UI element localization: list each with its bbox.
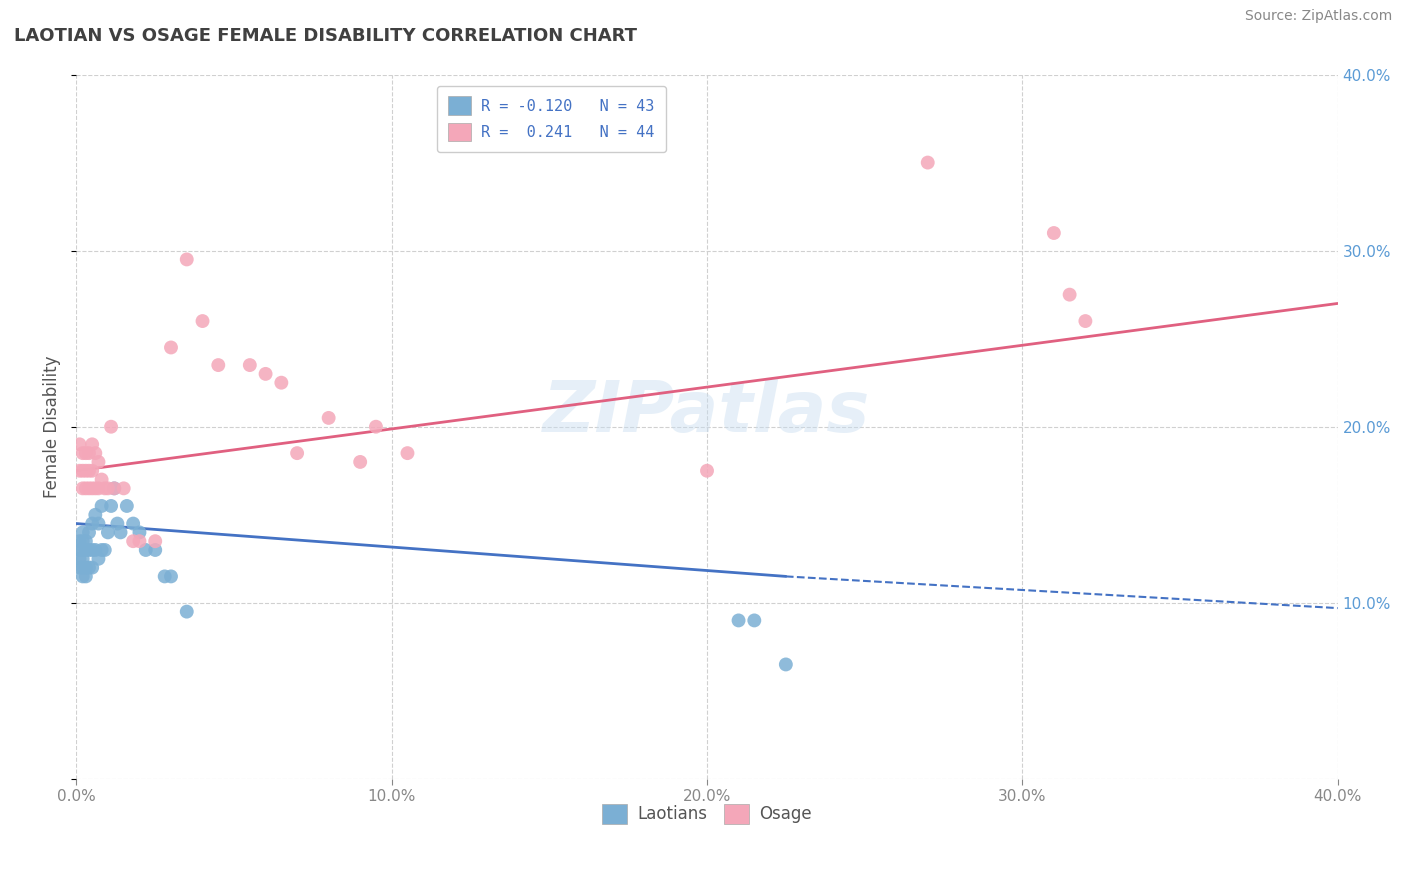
Point: [97, 525, 120, 540]
Point: [128, 525, 150, 540]
Point: [82, 464, 104, 478]
Point: [775, 657, 797, 672]
Point: [94, 481, 117, 495]
Point: [97, 481, 120, 495]
Point: [90, 473, 112, 487]
Point: [112, 481, 135, 495]
Point: [75, 481, 97, 495]
Point: [75, 560, 97, 574]
Point: [110, 525, 132, 540]
Point: [75, 464, 97, 478]
Point: [87, 481, 110, 495]
Point: [84, 508, 107, 522]
Point: [69, 551, 91, 566]
Text: ZIPatlas: ZIPatlas: [543, 378, 870, 447]
Point: [77, 464, 100, 478]
Point: [917, 155, 939, 169]
Point: [143, 534, 166, 549]
Point: [82, 560, 104, 574]
Point: [1043, 226, 1066, 240]
Point: [75, 569, 97, 583]
Point: [72, 481, 94, 495]
Point: [69, 560, 91, 574]
Point: [82, 516, 104, 531]
Point: [135, 543, 157, 558]
Y-axis label: Female Disability: Female Disability: [44, 356, 60, 498]
Point: [77, 560, 100, 574]
Point: [100, 499, 122, 513]
Point: [77, 543, 100, 558]
Point: [239, 358, 262, 372]
Point: [75, 446, 97, 460]
Point: [69, 543, 91, 558]
Point: [160, 341, 183, 355]
Point: [105, 516, 128, 531]
Point: [75, 543, 97, 558]
Point: [72, 551, 94, 566]
Point: [254, 367, 277, 381]
Point: [77, 525, 100, 540]
Point: [1059, 287, 1081, 301]
Point: [75, 534, 97, 549]
Point: [77, 446, 100, 460]
Point: [72, 543, 94, 558]
Point: [696, 464, 718, 478]
Point: [100, 419, 122, 434]
Point: [87, 455, 110, 469]
Point: [84, 481, 107, 495]
Point: [176, 252, 198, 267]
Point: [160, 569, 183, 583]
Point: [396, 446, 419, 460]
Text: Source: ZipAtlas.com: Source: ZipAtlas.com: [1244, 9, 1392, 23]
Point: [207, 358, 229, 372]
Point: [727, 614, 749, 628]
Point: [72, 446, 94, 460]
Point: [87, 516, 110, 531]
Point: [82, 437, 104, 451]
Point: [77, 481, 100, 495]
Point: [72, 525, 94, 540]
Point: [69, 534, 91, 549]
Point: [90, 543, 112, 558]
Point: [191, 314, 214, 328]
Point: [90, 499, 112, 513]
Point: [742, 614, 765, 628]
Point: [364, 419, 387, 434]
Point: [82, 481, 104, 495]
Point: [285, 446, 308, 460]
Point: [318, 411, 340, 425]
Point: [103, 481, 125, 495]
Point: [349, 455, 371, 469]
Point: [1074, 314, 1097, 328]
Point: [143, 543, 166, 558]
Point: [84, 446, 107, 460]
Point: [72, 464, 94, 478]
Point: [122, 534, 145, 549]
Point: [122, 516, 145, 531]
Point: [69, 437, 91, 451]
Point: [115, 499, 138, 513]
Point: [103, 481, 125, 495]
Point: [94, 543, 117, 558]
Point: [72, 534, 94, 549]
Legend: Laotians, Osage: Laotians, Osage: [592, 794, 821, 834]
Point: [84, 543, 107, 558]
Point: [153, 569, 176, 583]
Point: [128, 534, 150, 549]
Point: [72, 560, 94, 574]
Point: [69, 464, 91, 478]
Point: [270, 376, 292, 390]
Point: [87, 551, 110, 566]
Text: LAOTIAN VS OSAGE FEMALE DISABILITY CORRELATION CHART: LAOTIAN VS OSAGE FEMALE DISABILITY CORRE…: [14, 27, 637, 45]
Point: [72, 569, 94, 583]
Point: [82, 543, 104, 558]
Point: [176, 605, 198, 619]
